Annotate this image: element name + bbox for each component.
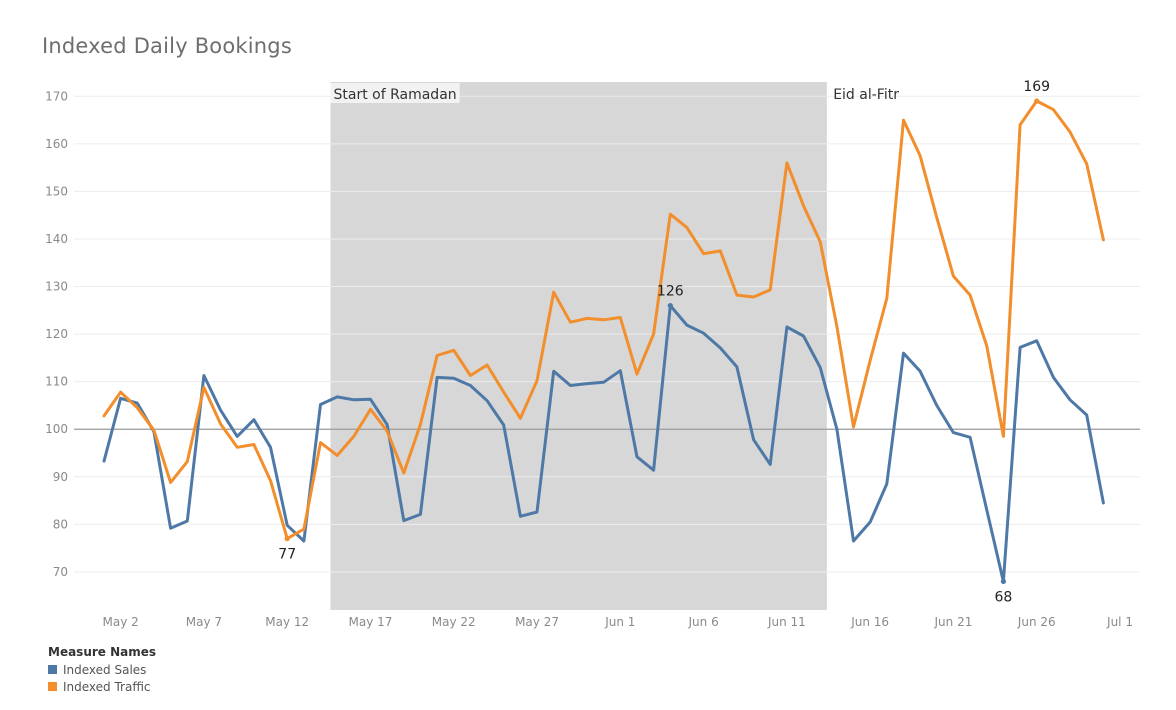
x-tick-label: Jun 11 [767,615,806,629]
y-tick-label: 110 [45,375,68,389]
legend-item-indexed-sales[interactable]: Indexed Sales [48,661,156,678]
data-label-68: 68 [995,589,1013,605]
legend-label-traffic: Indexed Traffic [63,680,151,694]
line-chart: 70 80 90 100 110 120 130 140 150 160 170 May 2 May 7… [0,0,1176,640]
y-tick-label: 160 [45,137,68,151]
x-tick-label: May 12 [265,615,309,629]
y-tick-label: 130 [45,280,68,294]
y-tick-label: 150 [45,184,68,198]
legend: Measure Names Indexed Sales Indexed Traf… [48,645,156,695]
data-label-169: 169 [1023,79,1050,95]
x-tick-label: Jun 21 [934,615,973,629]
legend-title: Measure Names [48,645,156,659]
data-label-77: 77 [278,547,296,563]
annotation-eid-al-fitr: Eid al-Fitr [833,87,899,103]
x-tick-label: May 2 [103,615,139,629]
x-tick-label: Jun 16 [850,615,889,629]
legend-label-sales: Indexed Sales [63,663,146,677]
annotation-text: Start of Ramadan [334,87,457,103]
legend-swatch-traffic [48,682,57,691]
y-tick-label: 120 [45,327,68,341]
data-point-marker [1001,579,1006,584]
y-tick-label: 90 [53,470,68,484]
shaded-region-ramadan [331,82,827,610]
annotation-text: Eid al-Fitr [833,87,899,103]
y-tick-label: 100 [45,422,68,436]
x-tick-label: May 17 [349,615,393,629]
x-tick-label: May 22 [432,615,476,629]
x-tick-label: Jun 26 [1017,615,1056,629]
x-tick-label: Jun 6 [688,615,719,629]
y-tick-label: 70 [53,565,68,579]
data-point-marker [1034,98,1039,103]
data-point-marker [285,536,290,541]
legend-swatch-sales [48,665,57,674]
x-tick-label: Jul 1 [1106,615,1133,629]
y-tick-label: 170 [45,89,68,103]
x-tick-label: May 27 [515,615,559,629]
annotation-start-of-ramadan: Start of Ramadan [331,83,460,103]
y-tick-label: 140 [45,232,68,246]
x-tick-label: Jun 1 [604,615,635,629]
data-point-marker [668,303,673,308]
legend-item-indexed-traffic[interactable]: Indexed Traffic [48,678,156,695]
x-tick-label: May 7 [186,615,222,629]
y-tick-label: 80 [53,517,68,531]
data-label-126: 126 [657,284,684,300]
